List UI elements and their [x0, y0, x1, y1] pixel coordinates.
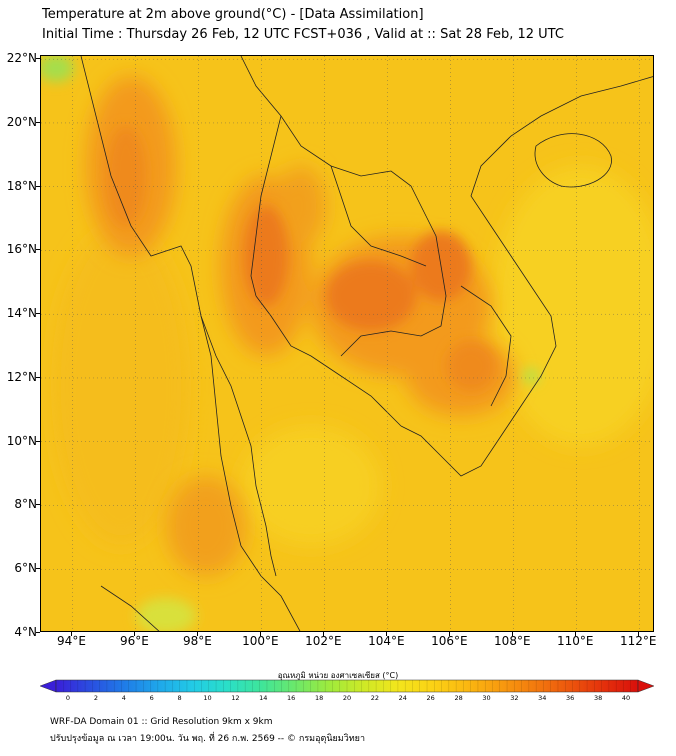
colorbar-tick-label: 2 [93, 694, 98, 702]
latitude-label: 4°N [14, 625, 37, 639]
longitude-tick [260, 632, 262, 636]
latitude-tick [36, 376, 40, 378]
footer-model-info: WRF-DA Domain 01 :: Grid Resolution 9km … [50, 717, 273, 727]
colorbar-tick-label: 14 [259, 694, 268, 702]
longitude-tick [638, 632, 640, 636]
latitude-label: 8°N [14, 497, 37, 512]
latitude-label: 18°N [6, 178, 37, 193]
longitude-tick [71, 632, 73, 636]
map-title: Temperature at 2m above ground(°C) - [Da… [42, 7, 424, 22]
colorbar-max-arrow [637, 679, 654, 693]
colorbar-min-arrow [40, 679, 57, 693]
longitude-label: 112°E [620, 634, 657, 648]
map-subtitle: Initial Time : Thursday 26 Feb, 12 UTC F… [42, 27, 564, 42]
longitude-tick [134, 632, 136, 636]
graticule [41, 56, 653, 631]
colorbar-tick-label: 16 [287, 694, 296, 702]
latitude-tick [36, 568, 40, 570]
longitude-label: 96°E [120, 634, 149, 648]
latitude-tick [36, 185, 40, 187]
longitude-tick [386, 632, 388, 636]
colorbar-tick-label: 0 [65, 694, 71, 702]
longitude-tick [575, 632, 577, 636]
latitude-tick [36, 504, 40, 506]
colorbar-tick-label: 34 [538, 694, 547, 702]
latitude-tick [36, 313, 40, 315]
colorbar-tick-label: 40 [621, 694, 631, 702]
latitude-label: 10°N [6, 433, 37, 448]
footer-update-info: ปรับปรุงข้อมูล ณ เวลา 19:00น. วัน พฤ. ที… [50, 734, 366, 744]
longitude-tick [449, 632, 451, 636]
latitude-tick [36, 121, 40, 123]
colorbar-title: อุณหภูมิ หน่วย องศาเซลเซียส (°C) [277, 671, 399, 680]
colorbar-tick-label: 6 [149, 694, 154, 702]
longitude-label: 98°E [182, 634, 212, 648]
colorbar-tick-label: 22 [370, 694, 380, 702]
colorbar-tick-label: 30 [482, 694, 491, 702]
colorbar-tick-label: 38 [593, 694, 603, 702]
colorbar-tick-label: 26 [426, 694, 435, 702]
colorbar-tick-label: 36 [566, 694, 575, 702]
longitude-label: 104°E [368, 634, 405, 648]
longitude-label: 108°E [494, 634, 531, 648]
longitude-tick [197, 632, 199, 636]
colorbar-tick-label: 12 [231, 694, 240, 702]
longitude-label: 94°E [57, 634, 86, 648]
longitude-tick [512, 632, 514, 636]
coastlines [80, 56, 653, 631]
longitude-label: 100°E [242, 634, 279, 648]
longitude-label: 106°E [431, 634, 468, 648]
latitude-tick [36, 440, 40, 442]
colorbar-tick-label: 20 [342, 694, 352, 702]
latitude-tick [36, 632, 40, 633]
latitude-tick [36, 249, 40, 251]
colorbar-tick-label: 10 [203, 694, 212, 702]
latitude-label: 6°N [14, 561, 37, 576]
cool-spots [41, 56, 539, 631]
colorbar-tick-label: 18 [314, 694, 324, 702]
latitude-label: 16°N [6, 242, 37, 257]
colorbar-tick-label: 28 [454, 694, 463, 702]
colorbar [40, 679, 654, 693]
longitude-tick [323, 632, 325, 636]
temperature-map[interactable] [40, 55, 654, 632]
colorbar-tick-label: 24 [398, 694, 407, 702]
temperature-field [41, 56, 653, 631]
longitude-label: 102°E [305, 634, 342, 648]
latitude-tick [36, 58, 40, 60]
latitude-label: 14°N [6, 306, 37, 321]
colorbar-tick-label: 8 [177, 694, 182, 702]
colorbar-tick-label: 4 [121, 694, 126, 702]
latitude-label: 12°N [6, 369, 37, 384]
latitude-label: 20°N [6, 114, 37, 129]
longitude-label: 110°E [557, 634, 594, 648]
colorbar-tick-label: 32 [510, 694, 519, 702]
latitude-label: 22°N [6, 51, 37, 66]
